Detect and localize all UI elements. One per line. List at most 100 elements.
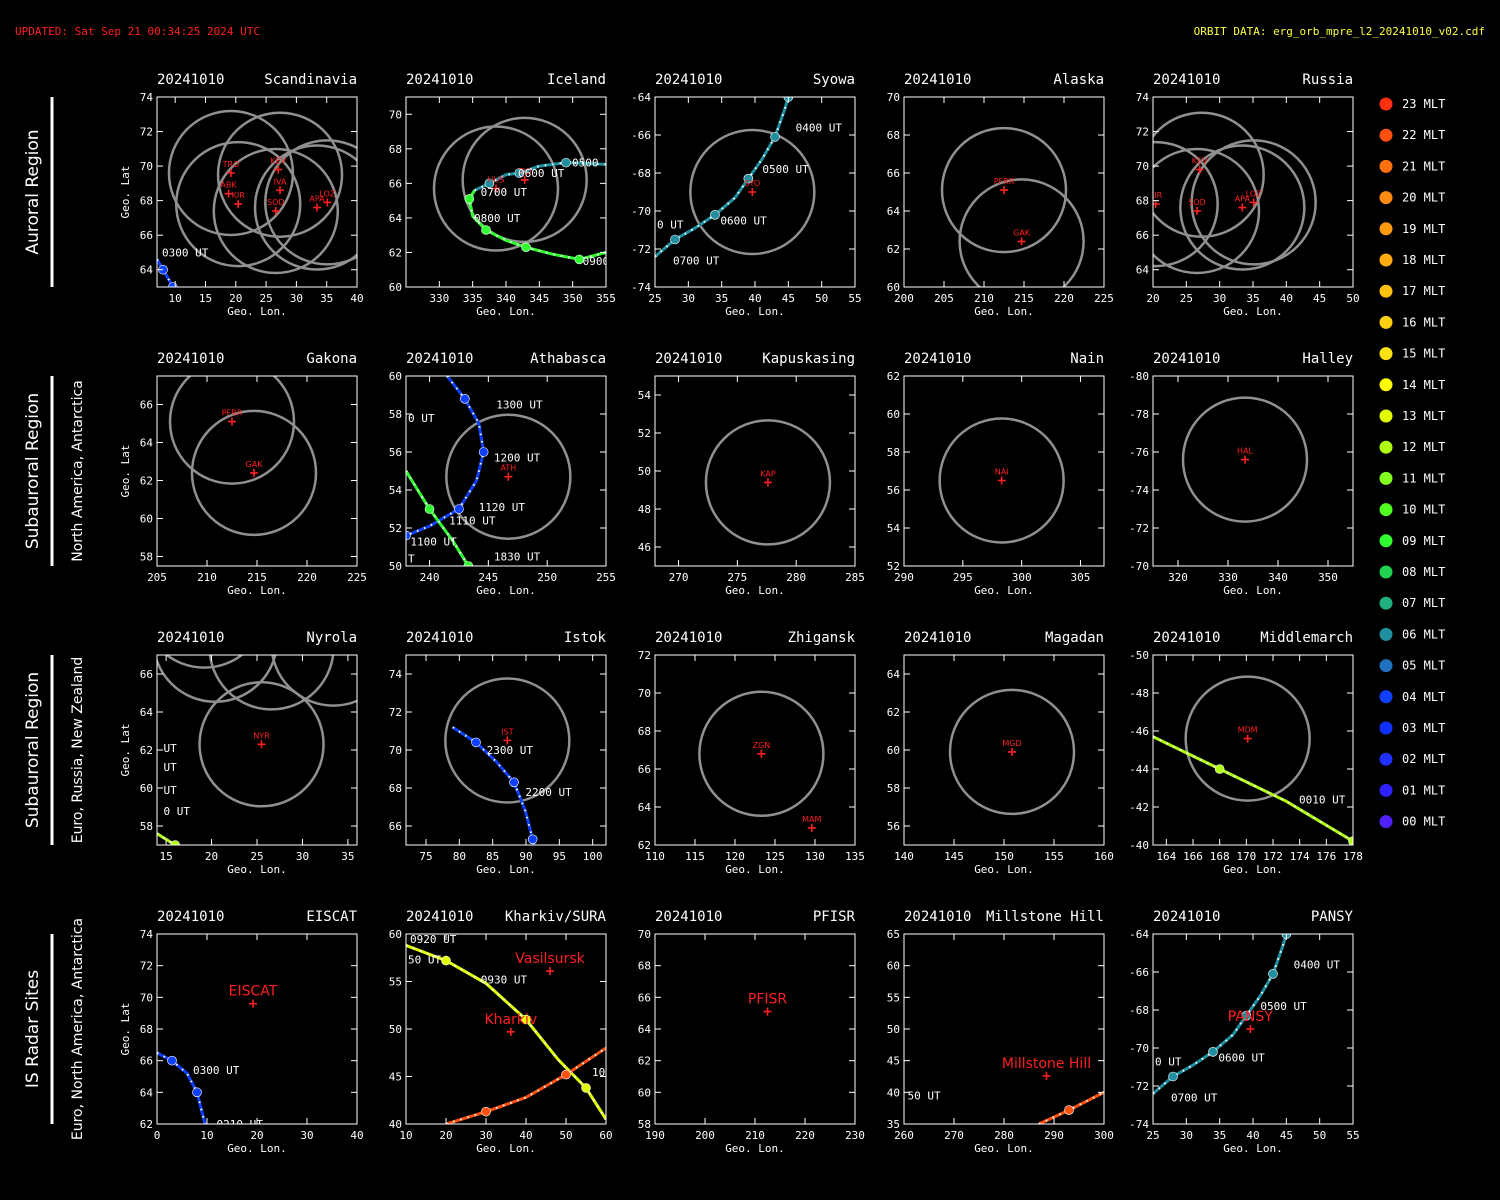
orbit-track-ticks bbox=[655, 97, 790, 258]
panel-title: EISCAT bbox=[306, 909, 357, 925]
station-label: ABK bbox=[220, 181, 237, 190]
station-marker bbox=[224, 189, 233, 198]
orbit-hour-marker bbox=[1348, 836, 1353, 845]
y-tick-label: 60 bbox=[887, 744, 900, 757]
x-axis-label: Geo. Lon. bbox=[1223, 584, 1283, 597]
orbit-hour-marker bbox=[743, 173, 754, 184]
station-label: GAK bbox=[1013, 228, 1031, 237]
legend-label: 22 MLT bbox=[1402, 128, 1445, 142]
panel-title: Gakona bbox=[306, 351, 357, 367]
legend-label: 03 MLT bbox=[1402, 721, 1445, 735]
y-tick-label: 66 bbox=[389, 820, 402, 833]
station-label: MDM bbox=[1238, 726, 1258, 735]
y-tick-label: 65 bbox=[887, 928, 900, 941]
x-tick-label: 80 bbox=[453, 850, 466, 863]
orbit-track bbox=[445, 1046, 606, 1124]
station-marker bbox=[1241, 455, 1249, 464]
y-tick-label: -48 bbox=[1129, 687, 1149, 700]
station-label: NYR bbox=[253, 731, 270, 740]
legend-item: 19 MLT bbox=[1379, 222, 1445, 236]
x-tick-label: 10 bbox=[200, 1129, 213, 1142]
legend-item: 23 MLT bbox=[1379, 97, 1445, 111]
x-tick-label: 210 bbox=[197, 571, 217, 584]
orbit-hour-marker bbox=[1268, 969, 1278, 979]
y-tick-label: 56 bbox=[887, 820, 900, 833]
time-label: 1830 UT bbox=[494, 551, 541, 564]
panel-date: 20241010 bbox=[655, 72, 722, 88]
station-label: ZGN bbox=[753, 741, 771, 750]
y-tick-label: -70 bbox=[1129, 560, 1149, 573]
legend-label: 12 MLT bbox=[1402, 440, 1445, 454]
legend-label: 15 MLT bbox=[1402, 347, 1445, 361]
x-axis-label: Geo. Lon. bbox=[476, 863, 536, 876]
station-marker bbox=[274, 165, 283, 174]
station-marker bbox=[1195, 165, 1204, 174]
panel-title: Athabasca bbox=[530, 351, 606, 367]
station-label: LOZ bbox=[1246, 189, 1262, 198]
fov-circle bbox=[190, 409, 318, 537]
legend-item: 13 MLT bbox=[1379, 409, 1445, 423]
time-label: 1120 UT bbox=[479, 501, 526, 514]
panel-pansy: 20241010 PANSY PANSY 0700 UT 0 UT 0600 UT 0500… bbox=[1129, 909, 1360, 1155]
x-tick-label: 160 bbox=[1094, 850, 1114, 863]
panel-zhigansk: 20241010 Zhigansk ZGN MAM 110 115 120 125 130 135… bbox=[638, 630, 865, 876]
panel-title: Nyrola bbox=[306, 630, 357, 646]
x-tick-label: 75 bbox=[419, 850, 432, 863]
panel-date: 20241010 bbox=[406, 351, 473, 367]
x-tick-label: 210 bbox=[974, 292, 994, 305]
panel-date: 20241010 bbox=[1153, 72, 1220, 88]
y-tick-label: -42 bbox=[1129, 801, 1149, 814]
y-tick-label: 72 bbox=[1136, 126, 1149, 139]
x-tick-label: 115 bbox=[685, 850, 705, 863]
legend-dot bbox=[1379, 191, 1393, 205]
legend-label: 04 MLT bbox=[1402, 690, 1445, 704]
orbit-hour-marker bbox=[561, 157, 571, 168]
legend-label: 07 MLT bbox=[1402, 596, 1445, 610]
x-tick-label: 20 bbox=[250, 1129, 263, 1142]
y-tick-label: 45 bbox=[389, 1071, 402, 1084]
x-tick-label: 168 bbox=[1210, 850, 1230, 863]
orbit-hour-marker bbox=[463, 561, 474, 566]
station-label: MGD bbox=[1002, 739, 1021, 748]
station-label: PANSY bbox=[1228, 1009, 1273, 1025]
legend-item: 03 MLT bbox=[1379, 721, 1445, 735]
panel-date: 20241010 bbox=[904, 909, 971, 925]
panel-title: Magadan bbox=[1045, 630, 1104, 646]
time-label: 0300 UT bbox=[193, 1064, 240, 1077]
orbit-hour-marker bbox=[406, 530, 411, 541]
x-tick-label: 30 bbox=[300, 1129, 313, 1142]
legend-label: 06 MLT bbox=[1402, 627, 1445, 641]
x-tick-label: 55 bbox=[1346, 1129, 1359, 1142]
x-tick-label: 60 bbox=[599, 1129, 612, 1142]
x-tick-label: 220 bbox=[297, 571, 317, 584]
legend-item: 01 MLT bbox=[1379, 783, 1445, 797]
x-tick-label: 335 bbox=[463, 292, 483, 305]
legend-dot bbox=[1379, 128, 1393, 142]
x-tick-label: 35 bbox=[1246, 292, 1259, 305]
x-tick-label: 210 bbox=[745, 1129, 765, 1142]
x-axis-label: Geo. Lon. bbox=[1223, 305, 1283, 318]
orbit-track bbox=[406, 943, 606, 1121]
y-tick-label: 66 bbox=[1136, 229, 1149, 242]
x-axis-label: Geo. Lon. bbox=[725, 584, 785, 597]
time-label: 1300 UT bbox=[496, 399, 543, 412]
y-tick-label: 70 bbox=[140, 991, 153, 1004]
plot-area: HUS TJO 0900 0800 UT 0700 UT 0600 UT 0500 bbox=[432, 116, 606, 268]
orbit-hour-marker bbox=[471, 737, 481, 748]
x-tick-label: 155 bbox=[1044, 850, 1064, 863]
station-marker bbox=[503, 736, 512, 745]
y-tick-label: 74 bbox=[1136, 91, 1150, 104]
y-tick-label: 50 bbox=[389, 1023, 402, 1036]
panel-date: 20241010 bbox=[1153, 630, 1220, 646]
y-tick-label: 66 bbox=[389, 177, 402, 190]
y-tick-label: 62 bbox=[389, 246, 402, 259]
y-tick-label: 58 bbox=[887, 446, 900, 459]
y-tick-label: 58 bbox=[887, 782, 900, 795]
fov-circle bbox=[461, 116, 588, 244]
station-label: GAK bbox=[246, 460, 264, 469]
legend-label: 17 MLT bbox=[1402, 284, 1445, 298]
fov-circle bbox=[445, 413, 572, 540]
orbit-hour-marker bbox=[1241, 1010, 1252, 1021]
y-axis-label: Geo. Lat bbox=[119, 166, 132, 219]
